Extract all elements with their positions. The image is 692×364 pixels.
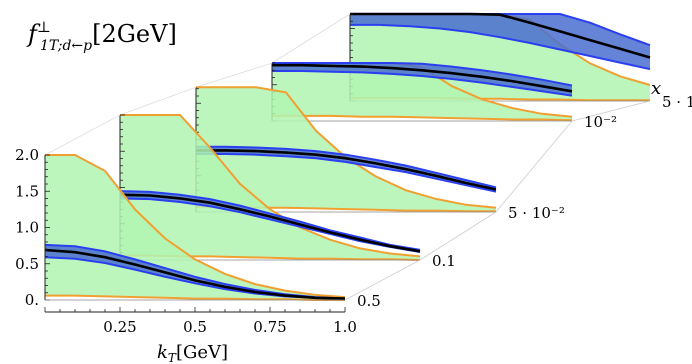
depth-tick-label: 5 · 10⁻³: [662, 93, 692, 111]
outer-band-upper-edge: [45, 154, 346, 299]
depth-grid-line: [495, 120, 573, 213]
central-curve: [119, 193, 421, 253]
y-tick-label: 1.0: [15, 219, 39, 237]
depth-grid-line: [195, 62, 273, 88]
depth-tick-label: 5 · 10⁻²: [508, 204, 565, 222]
central-curve: [350, 12, 651, 59]
depth-grid-line: [571, 100, 651, 122]
inner-band: [45, 244, 345, 300]
x-tick-label: 0.75: [253, 318, 286, 336]
outer-band: [196, 87, 496, 212]
chart-title: f⊥ 1T;d←p[2GeV]: [26, 18, 177, 54]
y-tick-label: 1.5: [15, 182, 39, 200]
x-tick-label: 0.25: [103, 318, 136, 336]
depth-grid-line: [119, 86, 197, 116]
outer-band-lower-edge: [45, 294, 345, 301]
outer-band-upper-edge: [120, 114, 421, 258]
panel-3: 10⁻²: [271, 13, 651, 131]
inner-band-upper-edge: [196, 145, 497, 189]
x-tick-label: 0.5: [183, 318, 207, 336]
inner-band-lower-edge: [272, 70, 573, 97]
outer-band: [272, 63, 572, 121]
inner-band-upper-edge: [119, 190, 421, 251]
front-axes: 0. 0.5 1.0 1.5 2.0 0.25 0.5 0.75 1.0: [15, 146, 357, 336]
depth-tick-label: 0.5: [357, 292, 381, 310]
central-curve: [272, 63, 573, 93]
central-curve: [196, 149, 497, 191]
panel-stack: 5 · 10⁻³ 10⁻² 5 · 10⁻² 0.1 0.5: [44, 12, 692, 310]
x-tick-label: 1.0: [333, 318, 357, 336]
depth-tick-label: 10⁻²: [584, 113, 617, 131]
depth-axis-label: x: [651, 78, 661, 99]
inner-band-upper-edge: [272, 62, 573, 87]
x-axis-label: kT[GeV]: [157, 342, 228, 364]
y-tick-label: 0.: [25, 291, 39, 309]
outer-band: [120, 115, 420, 260]
y-tick-label: 2.0: [15, 146, 39, 164]
panel-2: 5 · 10⁻²: [195, 62, 573, 222]
inner-band-lower-edge: [196, 153, 497, 193]
depth-tick-label: 0.1: [432, 252, 456, 270]
panel-1: 0.1: [119, 86, 497, 270]
depth-grid-line: [271, 13, 351, 64]
depth-grid-line: [344, 259, 421, 301]
outer-band-lower-edge: [272, 114, 573, 122]
y-tick-label: 0.5: [15, 255, 39, 273]
panel-0: 0.5: [44, 114, 421, 310]
depth-grid-line: [44, 114, 121, 156]
central-curve: [44, 248, 346, 300]
inner-band: [350, 14, 650, 70]
depth-grid-line: [419, 211, 497, 261]
inner-band-lower-edge: [350, 23, 651, 71]
